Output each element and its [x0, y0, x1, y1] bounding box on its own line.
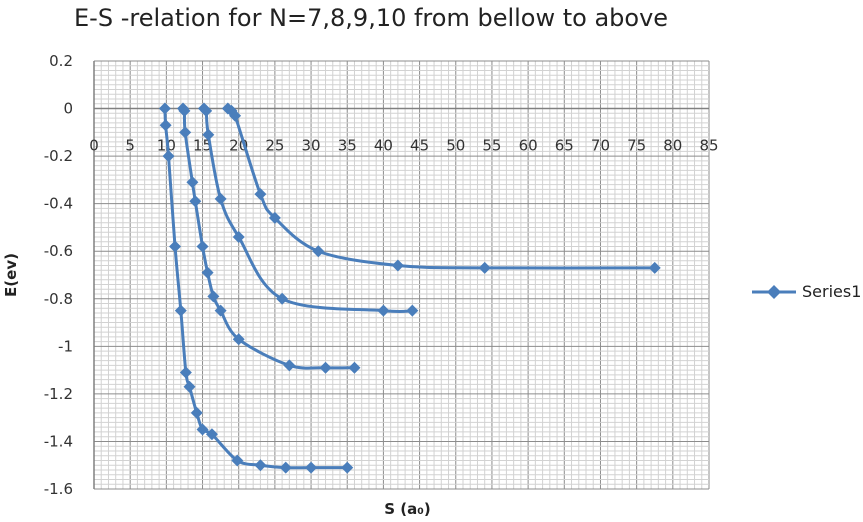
legend-marker-icon: [752, 284, 796, 299]
data-point: [174, 304, 187, 317]
data-point: [159, 119, 172, 132]
axes: [93, 61, 709, 489]
data-point: [348, 361, 361, 374]
x-tick-label: 85: [699, 137, 718, 155]
data-point: [231, 454, 244, 467]
data-point: [179, 126, 192, 139]
data-point: [169, 240, 182, 253]
data-point: [200, 104, 213, 117]
data-point: [205, 428, 218, 441]
x-tick-label: 60: [519, 137, 538, 155]
y-tick-label: 0: [63, 100, 73, 118]
legend: Series1: [752, 282, 861, 301]
data-point: [189, 195, 202, 208]
x-tick-label: 0: [89, 137, 99, 155]
y-tick-label: -0.2: [44, 147, 73, 165]
chart-title: E-S -relation for N=7,8,9,10 from bellow…: [74, 4, 669, 32]
x-tick-label: 15: [193, 137, 212, 155]
y-tick-label: -1: [58, 337, 73, 355]
data-point: [190, 406, 203, 419]
data-point: [283, 359, 296, 372]
data-point: [232, 333, 245, 346]
data-point: [179, 366, 192, 379]
data-point: [186, 176, 199, 189]
x-tick-label: 70: [591, 137, 610, 155]
data-point: [341, 461, 354, 474]
x-tick-label: 35: [338, 137, 357, 155]
x-tick-label: 50: [446, 137, 465, 155]
data-point: [196, 240, 209, 253]
data-point: [214, 192, 227, 205]
data-point: [254, 188, 267, 201]
y-tick-label: -1.2: [44, 385, 73, 403]
series-layer: [158, 102, 661, 474]
grid: [93, 60, 710, 490]
y-tick-label: -0.8: [44, 290, 73, 308]
data-point: [196, 423, 209, 436]
data-point: [478, 261, 491, 274]
data-point: [232, 230, 245, 243]
tick-labels: 0 5 10 15 20 25 30 35 40 45 50 55 60 65 70 75 80 850.20-0…: [44, 52, 719, 498]
data-point: [229, 109, 242, 122]
x-tick-label: 55: [482, 137, 501, 155]
y-tick-label: -1.4: [44, 432, 73, 450]
data-point: [268, 211, 281, 224]
data-point: [319, 361, 332, 374]
x-tick-label: 40: [374, 137, 393, 155]
x-tick-label: 25: [265, 137, 284, 155]
data-point: [202, 128, 215, 141]
y-tick-label: -0.4: [44, 195, 73, 213]
data-point: [214, 304, 227, 317]
data-point: [162, 150, 175, 163]
data-point: [276, 292, 289, 305]
data-point: [305, 461, 318, 474]
data-point: [377, 304, 390, 317]
data-point: [406, 304, 419, 317]
data-point: [648, 261, 661, 274]
data-point: [178, 104, 191, 117]
y-tick-label: -1.6: [44, 480, 73, 498]
data-point: [183, 380, 196, 393]
x-tick-label: 80: [663, 137, 682, 155]
data-point: [207, 290, 220, 303]
data-point: [391, 259, 404, 272]
data-point: [201, 266, 214, 279]
data-point: [158, 102, 171, 115]
data-point: [279, 461, 292, 474]
data-point: [254, 459, 267, 472]
x-tick-label: 5: [125, 137, 135, 155]
y-axis-label: E(ev): [2, 253, 20, 297]
x-tick-label: 75: [627, 137, 646, 155]
legend-label: Series1: [802, 282, 862, 301]
data-point: [312, 245, 325, 258]
y-tick-label: -0.6: [44, 242, 73, 260]
x-tick-label: 30: [302, 137, 321, 155]
y-tick-label: 0.2: [49, 52, 73, 70]
x-tick-label: 45: [410, 137, 429, 155]
x-axis-label: S (a₀): [384, 500, 430, 518]
x-tick-label: 65: [555, 137, 574, 155]
